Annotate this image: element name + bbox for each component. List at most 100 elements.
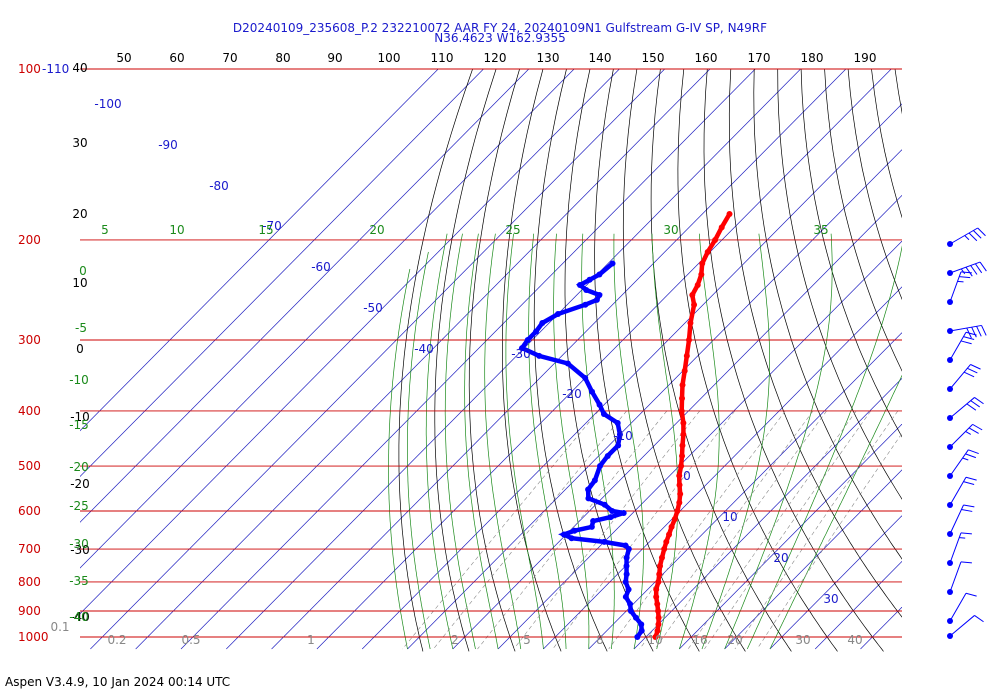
isotherm-line	[814, 560, 902, 650]
dry-adiabat-line	[919, 69, 1000, 651]
temperature-point	[687, 319, 694, 326]
pressure-label: 600	[18, 504, 41, 518]
moist-adiabat-label: 15	[258, 223, 273, 237]
mixing-ratio-line	[756, 432, 902, 650]
left-axis-label: 40	[72, 61, 87, 75]
mixing-ratio-label: 1	[307, 633, 315, 647]
left-axis-label: -10	[70, 410, 90, 424]
isotherm-line	[543, 286, 902, 650]
dewpoint-point	[614, 420, 621, 427]
top-axis-label: 180	[801, 51, 824, 65]
mixing-ratio-label: 2	[451, 633, 459, 647]
top-axis-label: 140	[589, 51, 612, 65]
top-axis-label: 190	[854, 51, 877, 65]
temperature-point	[653, 593, 660, 600]
footer-version: Aspen V3.4.9, 10 Jan 2024 00:14 UTC	[5, 675, 231, 689]
temperature-point	[663, 538, 670, 545]
temperature-point	[656, 571, 663, 578]
isotherm-line	[80, 68, 439, 432]
isotherm-label: -20	[562, 387, 582, 401]
temperature-point	[718, 224, 725, 231]
mixing-ratio-label: 8	[596, 633, 604, 647]
mixing-ratio-label: 10	[647, 633, 662, 647]
mixing-ratio-line	[513, 410, 700, 650]
dewpoint-point	[623, 554, 630, 561]
dewpoint-point	[571, 527, 578, 534]
wind-barb	[947, 324, 987, 339]
temperature-point	[655, 614, 662, 621]
dewpoint-point	[623, 563, 630, 570]
pressure-label: 200	[18, 233, 41, 247]
wind-barb	[947, 271, 972, 305]
moist-adiabat-label: 10	[169, 223, 184, 237]
top-axis-label: 50	[116, 51, 131, 65]
isotherm-line	[80, 68, 575, 569]
dewpoint-point	[596, 292, 603, 299]
dry-adiabat-line	[594, 68, 700, 652]
dewpoint-point	[627, 601, 634, 608]
left-axis-label: 30	[72, 136, 87, 150]
temperature-point	[680, 431, 687, 438]
dewpoint-point	[634, 634, 641, 640]
top-axis-label: 70	[222, 51, 237, 65]
moist-adiabat-label: -25	[69, 499, 89, 513]
isotherm-label: -70	[262, 219, 282, 233]
temperature-point	[658, 554, 665, 561]
isotherm-line	[80, 68, 620, 615]
temperature-point	[655, 578, 662, 585]
top-axis-label: 130	[537, 51, 560, 65]
wind-barb	[947, 227, 986, 247]
isotherm-line	[90, 68, 665, 650]
isotherm-line	[407, 149, 902, 650]
isotherm-line	[724, 469, 902, 650]
dewpoint-point	[564, 360, 571, 367]
isotherm-line	[80, 68, 484, 478]
moist-adiabat-label: -40	[69, 610, 89, 624]
moist-adiabat-line	[553, 233, 590, 650]
dewpoint-point	[576, 281, 583, 288]
moist-adiabat-label: 0	[79, 264, 87, 278]
mixing-ratio-label: 16	[692, 633, 707, 647]
dewpoint-point	[620, 510, 627, 517]
dewpoint-point	[609, 507, 616, 514]
temperature-point	[694, 281, 701, 288]
dry-adiabat-line	[753, 68, 902, 560]
moist-adiabat-line	[724, 233, 833, 650]
dry-adiabat-line	[650, 68, 792, 652]
top-axis-label: 90	[327, 51, 342, 65]
mixing-ratio-line	[433, 410, 627, 650]
temperature-point	[676, 472, 683, 479]
isotherm-line	[633, 377, 902, 650]
isotherm-line	[588, 332, 902, 650]
wind-barb	[947, 364, 981, 392]
dewpoint-point	[588, 523, 595, 530]
dewpoint-point	[596, 401, 603, 408]
wind-barb	[947, 476, 977, 508]
temperature-point	[654, 627, 661, 634]
temperature-point	[698, 271, 705, 278]
wind-barb	[947, 561, 972, 595]
temperature-point	[683, 352, 690, 359]
isotherm-label: 10	[722, 510, 737, 524]
dewpoint-point	[536, 352, 543, 359]
dewpoint-point	[600, 411, 607, 418]
isotherm-label: 20	[773, 551, 788, 565]
dewpoint-point	[590, 518, 597, 525]
temperature-point	[679, 395, 686, 402]
mixing-ratio-line	[734, 410, 899, 650]
moist-adiabat-line	[505, 233, 544, 650]
isotherm-line	[361, 103, 902, 650]
top-axis-label: 170	[748, 51, 771, 65]
moist-adiabat-label: 35	[813, 223, 828, 237]
moist-adiabat-label: 25	[505, 223, 520, 237]
mixing-ratio-label: 0.1	[50, 620, 69, 634]
temperature-point	[691, 301, 698, 308]
dewpoint-point	[533, 328, 540, 335]
temperature-point	[679, 452, 686, 459]
moist-adiabat-label: -10	[69, 373, 89, 387]
dry-adiabat-line	[989, 69, 1000, 651]
pressure-label: 100	[18, 62, 41, 76]
dewpoint-point	[524, 337, 531, 344]
isotherm-line	[180, 68, 756, 650]
